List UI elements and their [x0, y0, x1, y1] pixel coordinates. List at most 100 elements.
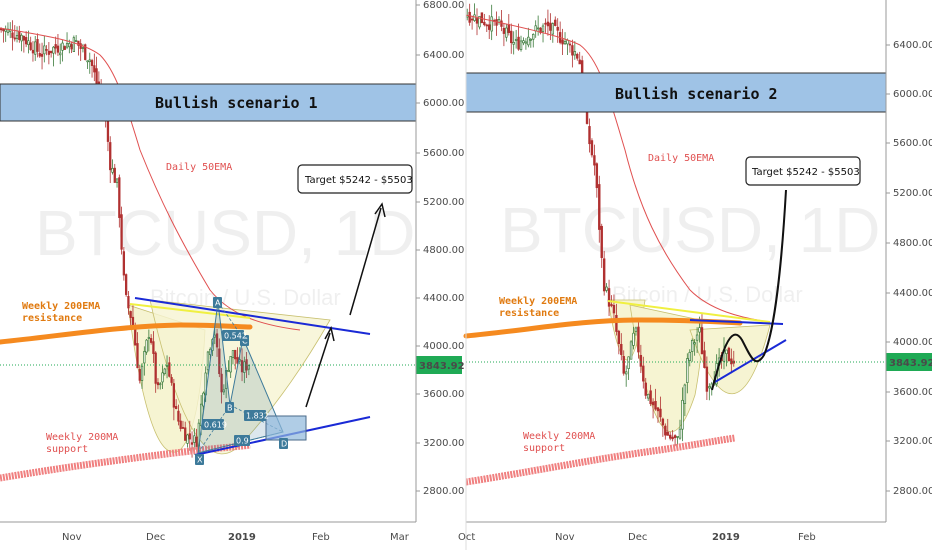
candle-body [124, 274, 128, 295]
candle-body [81, 47, 85, 49]
candle-body [177, 410, 180, 422]
candle-body [642, 365, 645, 382]
candle-body [600, 225, 603, 258]
left-target-label: Target $5242 - $5503 [304, 175, 413, 186]
candle-body [690, 340, 694, 352]
candle-body [681, 399, 684, 430]
left-weekly-200ema-sub: resistance [22, 312, 82, 324]
candle-body [727, 347, 731, 362]
y-tick-label: 3600.00 [893, 387, 932, 398]
candle-body [624, 371, 628, 375]
left-arrow-1 [305, 332, 331, 408]
y-tick-label: 5600.00 [423, 148, 464, 159]
x-tick-label: 2019 [712, 532, 740, 543]
candle-body [174, 406, 178, 409]
candle-body [149, 338, 153, 343]
candle-body [118, 177, 121, 218]
candle-body [576, 53, 579, 59]
left-banner-title: Bullish scenario 1 [155, 94, 318, 112]
candle-body [556, 26, 559, 31]
candle-body [84, 44, 87, 60]
right-banner-title: Bullish scenario 2 [615, 85, 778, 103]
candle-body [2, 29, 5, 32]
y-tick-label: 4800.00 [893, 238, 932, 249]
candle-body [536, 27, 540, 30]
candle-body [524, 41, 528, 44]
candle-body [593, 155, 596, 166]
candle-body [165, 365, 169, 367]
candle-body [65, 43, 69, 48]
candle-body [629, 341, 633, 360]
candle-body [568, 43, 572, 46]
y-tick-label: 4400.00 [423, 293, 464, 304]
right-weekly-200ma-sub: support [523, 443, 565, 454]
candle-body [184, 427, 187, 441]
candle-body [566, 39, 569, 45]
left-target-callout [297, 164, 413, 194]
candle-body [659, 408, 662, 418]
candle-body [188, 433, 191, 440]
y-tick-label: 6400.00 [893, 40, 932, 51]
harmonic-ratio-bd-bg [244, 410, 266, 421]
candle-body [240, 360, 244, 373]
candle-body [551, 23, 555, 35]
candle-body [605, 286, 608, 291]
candle-body [127, 296, 130, 309]
candle-body [52, 46, 55, 54]
candle-body [668, 434, 672, 439]
candle-body [29, 42, 32, 50]
candle-body [470, 18, 474, 21]
candle-body [134, 327, 137, 346]
left-y-axis: 6800.00 6400.00 6000.00 5600.00 5200.00 4800.… [416, 0, 465, 497]
candle-body [109, 142, 112, 171]
harmonic-ratio-xd: 0.9 [236, 437, 249, 446]
y-tick-label: 2800.00 [423, 486, 464, 497]
candle-body [703, 350, 706, 368]
candle-body [131, 316, 135, 327]
right-upper-trendline [689, 319, 784, 325]
candle-body [554, 19, 557, 26]
current-price-badge [416, 356, 462, 374]
candle-body [202, 392, 205, 407]
y-tick-label: 4000.00 [423, 341, 464, 352]
right-ema50-line [465, 14, 771, 323]
candle-body [43, 45, 46, 55]
candle-body [140, 365, 144, 381]
candle-body [700, 327, 704, 355]
harmonic-ratio-ac: 0.542 [224, 332, 247, 341]
candle-body [678, 428, 682, 439]
right-watermark: BTCUSD, 1D [500, 194, 881, 266]
candle-body [111, 168, 114, 173]
candle-body [519, 40, 523, 50]
candle-body [539, 27, 542, 34]
candle-body [505, 27, 508, 38]
candle-body [179, 420, 182, 429]
candle-body [47, 50, 51, 55]
candle-body [730, 358, 733, 365]
right-target-callout [745, 156, 861, 186]
candle-body [68, 43, 71, 48]
candle-body [693, 342, 696, 345]
candle-body [627, 356, 630, 369]
candle-body [72, 37, 76, 52]
candle-body [490, 16, 493, 32]
candle-body [573, 51, 577, 56]
candle-body [95, 68, 98, 84]
candle-body [70, 44, 73, 50]
candle-body [634, 327, 638, 332]
candle-body [637, 326, 640, 353]
candle-body [649, 390, 652, 405]
current-price-badge [886, 353, 932, 371]
candle-body [90, 60, 94, 66]
candle-body [654, 400, 657, 410]
harmonic-ratio-xb-bg [202, 419, 224, 430]
candle-body [181, 427, 185, 429]
candle-body [512, 41, 515, 45]
candle-body [86, 60, 89, 63]
candle-body [517, 36, 520, 50]
candle-body [215, 333, 219, 348]
candle-body [170, 377, 173, 383]
candle-body [532, 34, 535, 40]
candle-body [138, 369, 141, 381]
